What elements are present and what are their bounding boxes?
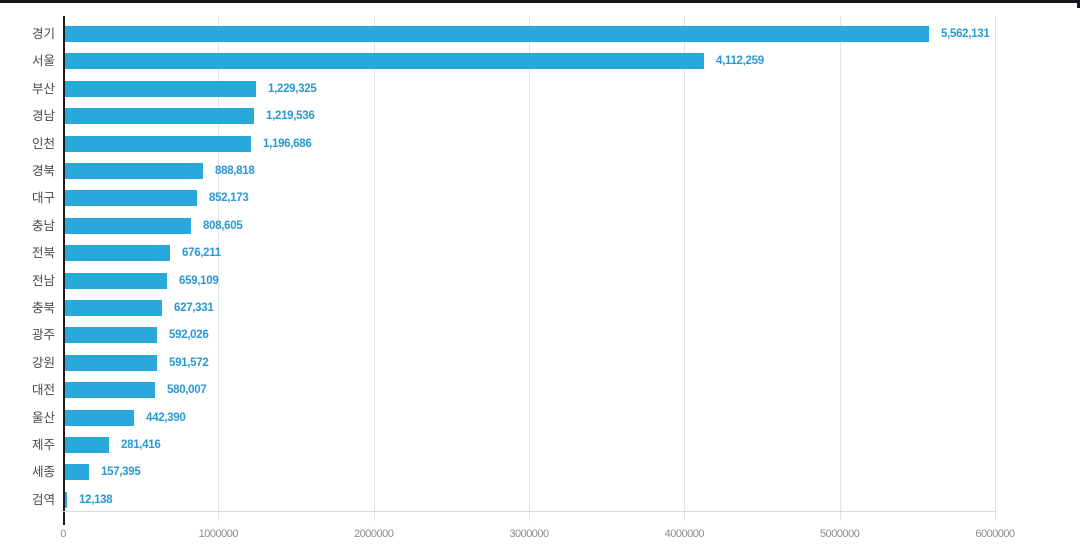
category-label: 전남	[31, 273, 55, 288]
bar	[65, 300, 162, 316]
value-label: 442,390	[146, 411, 186, 424]
x-tick-label: 0	[60, 528, 66, 540]
bar	[65, 108, 254, 125]
bar	[65, 491, 67, 508]
x-tick-label: 6000000	[975, 528, 1015, 540]
category-label: 충남	[31, 218, 55, 233]
category-label: 경남	[31, 109, 55, 124]
category-label: 충북	[31, 301, 55, 315]
gridline	[373, 16, 375, 521]
category-label: 부산	[31, 81, 55, 96]
bar	[65, 163, 203, 179]
bar	[65, 245, 170, 262]
window-corner-edge	[1077, 0, 1080, 8]
bar	[65, 464, 89, 481]
category-label: 대전	[31, 383, 55, 398]
category-label: 경기	[31, 27, 55, 41]
gridline	[218, 16, 220, 521]
category-label: 제주	[31, 438, 55, 452]
value-label: 888,818	[215, 165, 255, 177]
bar	[65, 190, 197, 207]
x-tick-label: 4000000	[664, 528, 705, 540]
value-label: 591,572	[169, 356, 209, 369]
gridline	[529, 16, 530, 521]
bar	[65, 382, 155, 399]
category-label: 전북	[31, 246, 55, 261]
value-label: 157,395	[101, 466, 141, 479]
bar	[65, 217, 191, 234]
category-label: 검역	[31, 492, 55, 507]
x-tick-label: 3000000	[509, 528, 549, 540]
bar	[65, 437, 109, 453]
bar	[65, 53, 704, 70]
category-label: 강원	[31, 355, 55, 370]
gridline	[839, 16, 841, 521]
bar	[65, 272, 167, 289]
value-label: 1,219,536	[266, 110, 315, 123]
x-tick-label: 1000000	[198, 528, 239, 540]
value-label: 808,605	[203, 219, 243, 232]
value-label: 676,211	[182, 247, 221, 260]
gridline	[995, 16, 996, 521]
x-tick-label: 5000000	[819, 528, 860, 540]
bar	[65, 80, 256, 97]
value-label: 852,173	[209, 192, 249, 205]
value-label: 281,416	[121, 439, 161, 451]
bar	[65, 327, 157, 344]
category-label: 세종	[31, 465, 55, 480]
value-label: 627,331	[174, 302, 214, 314]
category-label: 인천	[31, 136, 55, 151]
gridline	[684, 16, 686, 521]
y-axis-line	[63, 16, 65, 525]
value-label: 659,109	[179, 274, 219, 287]
value-label: 592,026	[169, 329, 209, 342]
value-label: 5,562,131	[941, 28, 990, 40]
category-label: 울산	[31, 410, 55, 425]
value-label: 1,229,325	[268, 82, 317, 95]
category-label: 대구	[31, 191, 55, 206]
value-label: 580,007	[167, 384, 207, 397]
x-axis-line	[63, 511, 996, 512]
x-tick-label: 2000000	[353, 528, 394, 540]
bar	[65, 135, 251, 152]
category-label: 경북	[31, 164, 55, 178]
window-top-edge	[0, 0, 1080, 3]
bar	[65, 26, 929, 42]
category-label: 광주	[31, 328, 55, 343]
category-label: 서울	[31, 54, 55, 69]
value-label: 1,196,686	[263, 137, 312, 150]
value-label: 12,138	[79, 493, 113, 506]
bar	[65, 409, 134, 426]
bar	[65, 354, 157, 371]
value-label: 4,112,259	[716, 55, 764, 68]
